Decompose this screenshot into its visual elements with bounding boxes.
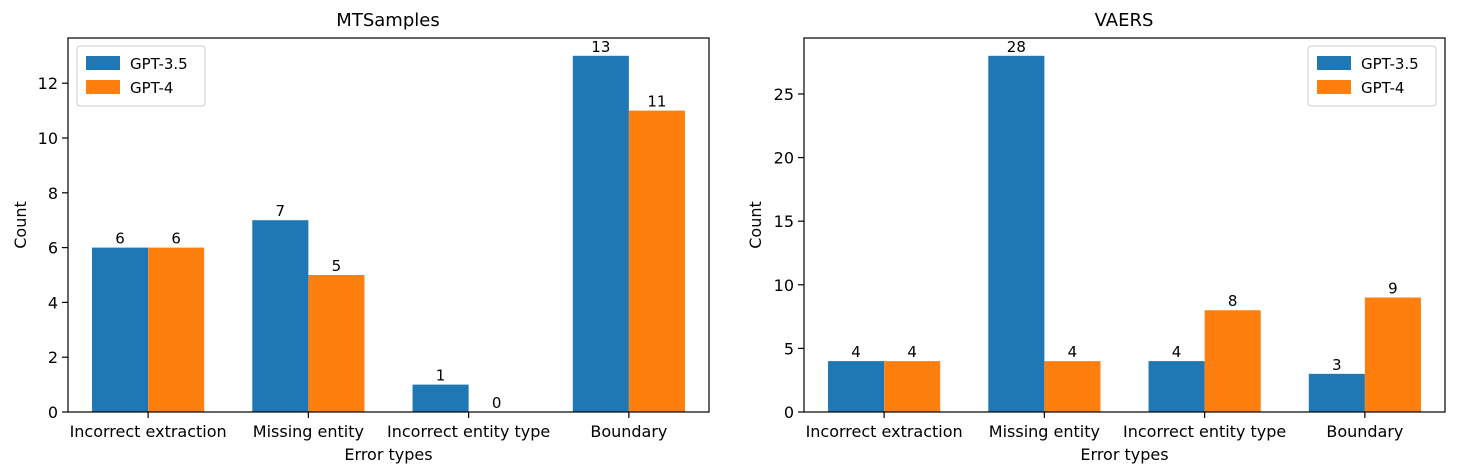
- y-tick-label: 8: [48, 184, 58, 203]
- bar-gpt-4-4: [628, 110, 685, 412]
- y-tick-label: 6: [48, 239, 58, 258]
- data-label: 8: [1228, 292, 1238, 310]
- y-tick-label: 0: [784, 403, 794, 422]
- y-tick-label: 15: [774, 212, 794, 231]
- bar-gpt-3-5-2: [252, 220, 309, 412]
- legend-swatch-1: [86, 56, 120, 70]
- data-label: 7: [276, 202, 286, 220]
- data-label: 9: [1388, 280, 1398, 298]
- data-label: 1: [436, 367, 446, 385]
- legend-label: GPT-3.5: [130, 55, 188, 73]
- bar-gpt-3-5-3: [412, 384, 469, 412]
- x-axis-label: Error types: [344, 445, 432, 464]
- x-tick-label: Incorrect extraction: [806, 422, 963, 441]
- legend-swatch-2: [1317, 80, 1351, 94]
- y-tick-label: 20: [774, 149, 794, 168]
- bar-gpt-4-2: [1044, 361, 1101, 412]
- bar-gpt-3-5-2: [988, 55, 1045, 413]
- bar-gpt-4-1: [884, 361, 941, 412]
- data-label: 3: [1332, 356, 1342, 374]
- legend-label: GPT-4: [130, 79, 173, 97]
- data-label: 6: [171, 230, 181, 248]
- data-label: 4: [851, 343, 861, 361]
- bar-gpt-3-5-1: [92, 247, 149, 412]
- y-axis-label: Count: [11, 201, 30, 249]
- bar-gpt-3-5-4: [1308, 373, 1365, 412]
- x-tick-label: Missing entity: [989, 422, 1100, 441]
- data-label: 5: [332, 257, 342, 275]
- legend: GPT-3.5 GPT-4: [1307, 45, 1437, 107]
- data-label: 6: [115, 230, 125, 248]
- x-tick-label: Incorrect extraction: [70, 422, 227, 441]
- y-tick-label: 4: [48, 293, 58, 312]
- bar-gpt-4-4: [1364, 297, 1421, 412]
- chart-panel-1: MTSamples 6 7 1 13 6 5 0 11 0 2 4 6 8 10 12 Incorrect ex…: [11, 10, 710, 464]
- legend-label: GPT-3.5: [1361, 55, 1419, 73]
- x-axis-label: Error types: [1080, 445, 1168, 464]
- bar-gpt-3-5-1: [828, 361, 885, 412]
- data-label: 4: [907, 343, 917, 361]
- data-label: 11: [647, 93, 666, 111]
- chart-panel-2: VAERS 4 28 4 3 4 4 8 9 0 5 10 15 20 25 Incorrect extrac…: [746, 10, 1446, 464]
- data-label: 4: [1068, 343, 1078, 361]
- chart-title: VAERS: [1095, 10, 1154, 31]
- data-label: 0: [492, 394, 502, 412]
- plot-frame: [67, 37, 710, 413]
- legend-label: GPT-4: [1361, 79, 1404, 97]
- legend-swatch-1: [1317, 56, 1351, 70]
- y-tick-label: 5: [784, 339, 794, 358]
- legend: GPT-3.5 GPT-4: [76, 45, 206, 107]
- y-tick-label: 25: [774, 85, 794, 104]
- y-tick-label: 0: [48, 403, 58, 422]
- y-tick-label: 10: [774, 276, 794, 295]
- data-label: 13: [591, 38, 610, 56]
- bar-gpt-4-1: [148, 247, 205, 412]
- plot-frame: [803, 37, 1446, 413]
- legend-swatch-2: [86, 80, 120, 94]
- x-tick-label: Incorrect entity type: [387, 422, 550, 441]
- y-tick-label: 10: [38, 129, 58, 148]
- y-tick-label: 2: [48, 348, 58, 367]
- chart-title: MTSamples: [336, 10, 439, 31]
- x-tick-label: Incorrect entity type: [1123, 422, 1286, 441]
- bar-gpt-3-5-4: [572, 55, 629, 413]
- y-axis-label: Count: [746, 201, 765, 249]
- bar-gpt-4-3: [1204, 310, 1261, 412]
- bar-gpt-4-2: [308, 275, 365, 412]
- data-label: 4: [1172, 343, 1182, 361]
- bar-gpt-3-5-3: [1148, 361, 1205, 412]
- x-tick-label: Missing entity: [253, 422, 364, 441]
- data-label: 28: [1007, 38, 1026, 56]
- x-tick-label: Boundary: [1326, 422, 1403, 441]
- x-tick-label: Boundary: [590, 422, 667, 441]
- y-tick-label: 12: [38, 74, 58, 93]
